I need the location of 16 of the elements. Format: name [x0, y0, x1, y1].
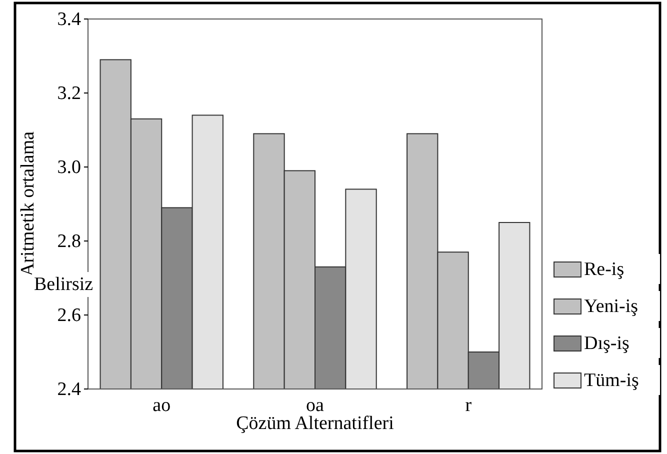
legend-label: Tüm-iş	[584, 370, 639, 391]
y-tick-label: 2.4	[57, 379, 82, 400]
y-tick-label: 2.6	[57, 305, 81, 326]
x-tick-label: oa	[306, 395, 325, 416]
y-tick-label: 2.8	[57, 231, 81, 252]
annotation: Belirsiz	[34, 274, 94, 295]
x-tick-label: ao	[152, 395, 171, 416]
y-tick-label: 3.4	[57, 9, 82, 30]
legend-label: Re-iş	[584, 259, 624, 280]
x-tick-label: r	[465, 395, 472, 416]
legend-label: Yeni-iş	[584, 296, 638, 317]
y-axis-title: Aritmetik ortalama	[17, 130, 38, 277]
legend-label: Dış-iş	[584, 333, 630, 354]
y-tick-label: 3.2	[57, 83, 81, 104]
x-axis-title: Çözüm Alternatifleri	[236, 413, 394, 434]
y-tick-label: 3.0	[57, 157, 81, 178]
